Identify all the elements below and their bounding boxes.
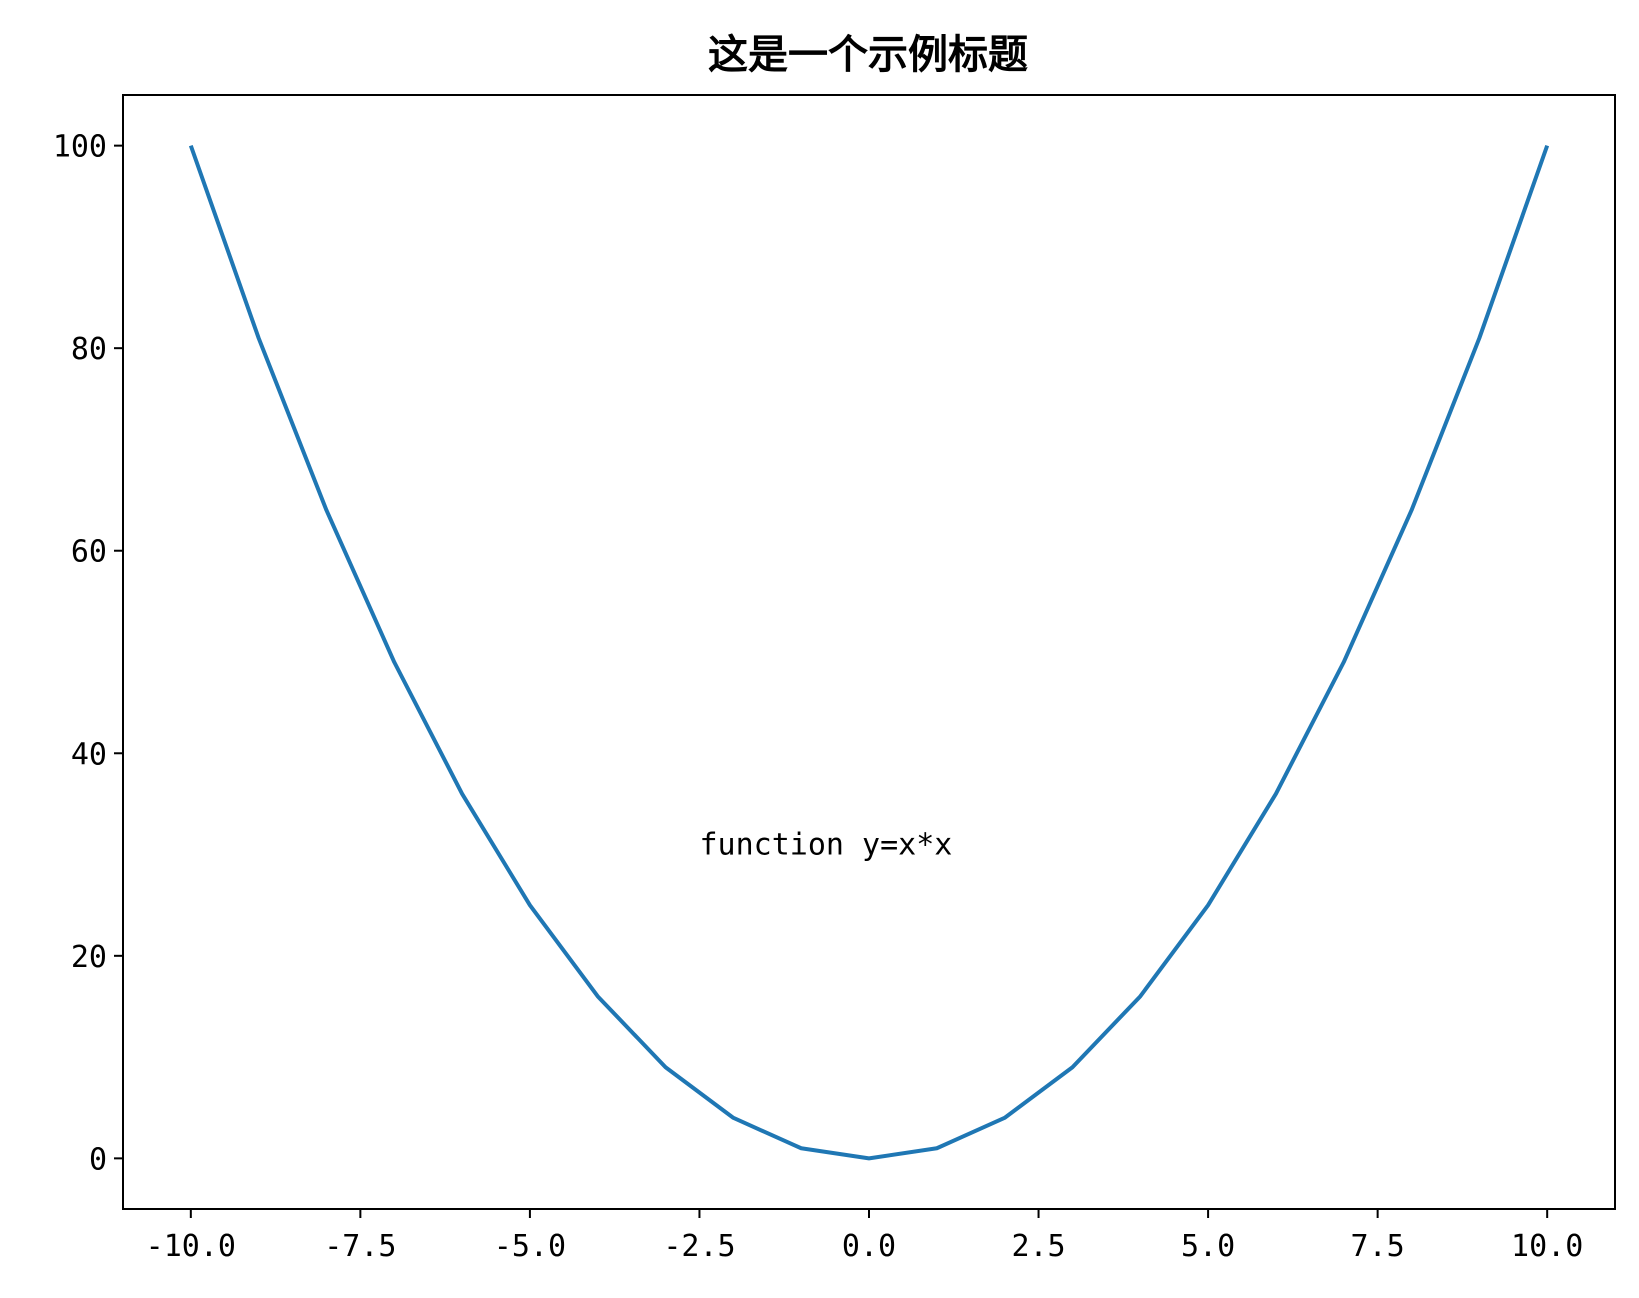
- annotation-label: function y=x*x: [699, 828, 952, 863]
- axes-frame: [122, 94, 1616, 1210]
- x-tick-label: 10.0: [1511, 1229, 1583, 1264]
- y-tick-label: 0: [89, 1142, 107, 1177]
- x-axis: -10.0 -7.5 -5.0 -2.5 0.0 2.5 5.0 7.5 10.0: [146, 1209, 1583, 1264]
- chart-title: 这是一个示例标题: [708, 32, 1028, 78]
- y-tick-label: 80: [71, 332, 107, 367]
- x-tick-label: -5.0: [494, 1229, 566, 1264]
- plot-area: [188, 144, 1550, 1161]
- x-tick-label: 5.0: [1181, 1229, 1235, 1264]
- series-line-0: [188, 144, 1550, 1161]
- x-tick-label: 7.5: [1351, 1229, 1405, 1264]
- y-axis: 0 20 40 60 80 100: [53, 130, 123, 1177]
- y-tick-label: 100: [53, 130, 107, 165]
- y-tick-label: 60: [71, 535, 107, 570]
- x-tick-label: -10.0: [146, 1229, 236, 1264]
- x-tick-label: -2.5: [663, 1229, 735, 1264]
- x-tick-label: -7.5: [324, 1229, 396, 1264]
- x-tick-label: 2.5: [1011, 1229, 1065, 1264]
- x-tick-label: 0.0: [842, 1229, 896, 1264]
- y-tick-label: 20: [71, 940, 107, 975]
- y-tick-label: 40: [71, 737, 107, 772]
